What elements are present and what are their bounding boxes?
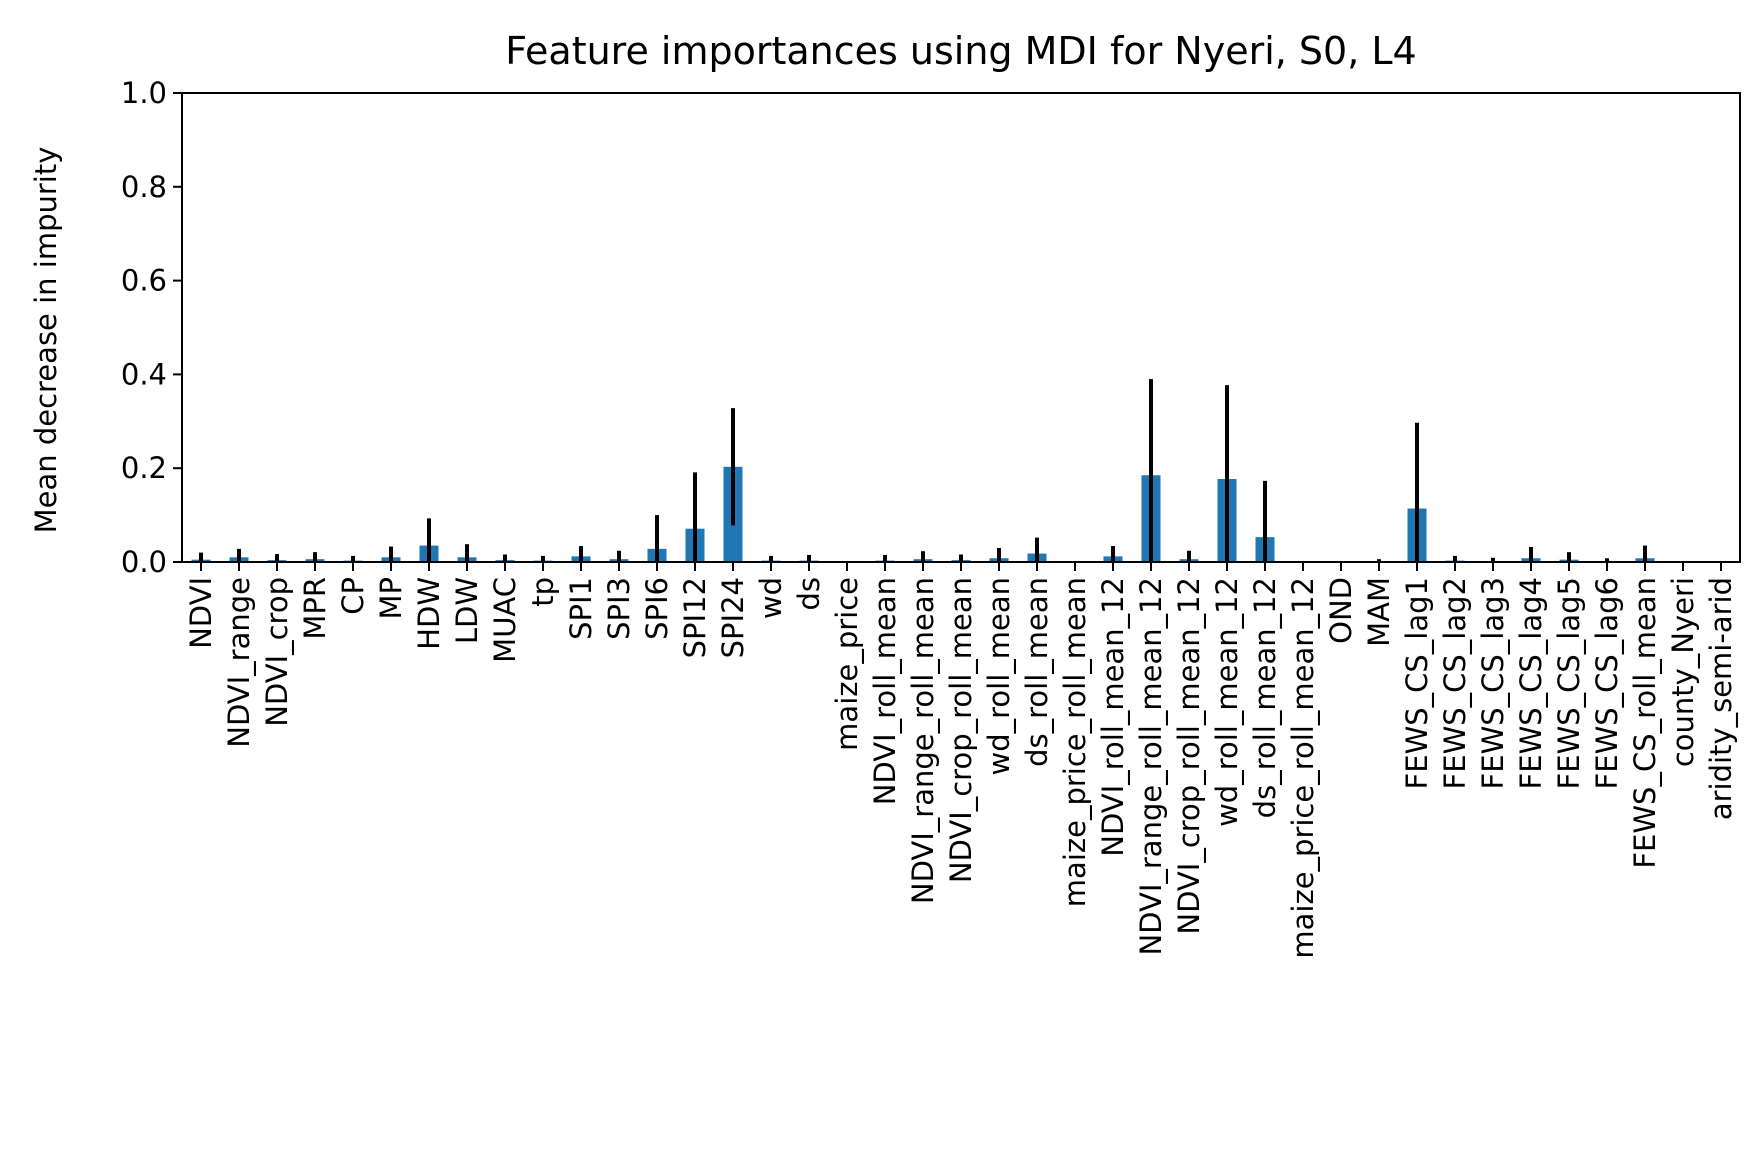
x-tick-label-maize_price_roll_mean: maize_price_roll_mean [1058, 577, 1092, 907]
x-tick-label-NDVI_roll_mean_12: NDVI_roll_mean_12 [1096, 577, 1130, 857]
x-tick-label-ds: ds [792, 577, 826, 611]
x-tick-label-maize_price_roll_mean_12: maize_price_roll_mean_12 [1286, 577, 1320, 959]
x-tick-label-MAM: MAM [1362, 577, 1396, 647]
y-axis: 0.0 0.2 0.4 0.6 0.8 1.0 [121, 76, 182, 579]
x-tick-label-wd_roll_mean_12: wd_roll_mean_12 [1210, 577, 1244, 827]
x-tick-label-NDVI_crop: NDVI_crop [260, 577, 294, 727]
x-tick-label-NDVI: NDVI [184, 577, 218, 649]
x-tick-label-SPI24: SPI24 [716, 577, 750, 658]
x-tick-label-county_Nyeri: county_Nyeri [1666, 577, 1700, 767]
x-tick-label-NDVI_range_roll_mean: NDVI_range_roll_mean [906, 577, 940, 904]
x-tick-label-FEWS_CS_roll_mean: FEWS_CS_roll_mean [1628, 577, 1662, 869]
y-tick-label-1.0: 1.0 [121, 76, 167, 110]
x-tick-label-FEWS_CS_lag3: FEWS_CS_lag3 [1476, 577, 1510, 789]
y-tick-label-0.2: 0.2 [121, 451, 167, 485]
x-tick-label-MPR: MPR [298, 577, 332, 640]
x-tick-label-FEWS_CS_lag1: FEWS_CS_lag1 [1400, 577, 1434, 789]
x-tick-label-wd: wd [754, 577, 788, 619]
x-tick-label-aridity_semi-arid: aridity_semi-arid [1704, 577, 1738, 820]
y-axis-label: Mean decrease in impurity [29, 147, 63, 534]
y-tick-label-0.8: 0.8 [121, 170, 167, 204]
x-tick-label-wd_roll_mean: wd_roll_mean [982, 577, 1016, 776]
x-tick-label-ds_roll_mean: ds_roll_mean [1020, 577, 1054, 767]
error-bars-layer [199, 379, 1647, 562]
x-tick-label-FEWS_CS_lag4: FEWS_CS_lag4 [1514, 577, 1548, 789]
x-tick-label-NDVI_range_roll_mean_12: NDVI_range_roll_mean_12 [1134, 577, 1168, 956]
x-tick-label-FEWS_CS_lag2: FEWS_CS_lag2 [1438, 577, 1472, 789]
x-tick-label-CP: CP [336, 577, 370, 615]
x-tick-label-SPI6: SPI6 [640, 577, 674, 640]
x-tick-label-NDVI_crop_roll_mean_12: NDVI_crop_roll_mean_12 [1172, 577, 1206, 935]
x-tick-label-ds_roll_mean_12: ds_roll_mean_12 [1248, 577, 1282, 818]
x-tick-label-maize_price: maize_price [830, 577, 864, 751]
y-tick-label-0.6: 0.6 [121, 264, 167, 298]
x-tick-label-HDW: HDW [412, 577, 446, 650]
y-tick-label-0.4: 0.4 [121, 357, 167, 391]
x-tick-label-NDVI_range: NDVI_range [222, 577, 256, 748]
x-tick-label-OND: OND [1324, 577, 1358, 644]
x-tick-label-FEWS_CS_lag6: FEWS_CS_lag6 [1590, 577, 1624, 789]
chart-title: Feature importances using MDI for Nyeri,… [505, 29, 1416, 73]
x-tick-label-NDVI_crop_roll_mean: NDVI_crop_roll_mean [944, 577, 978, 883]
bars-layer [191, 466, 1655, 562]
x-tick-label-SPI3: SPI3 [602, 577, 636, 640]
x-tick-label-tp: tp [526, 577, 560, 607]
x-tick-label-SPI1: SPI1 [564, 577, 598, 640]
x-tick-label-FEWS_CS_lag5: FEWS_CS_lag5 [1552, 577, 1586, 789]
x-tick-label-MUAC: MUAC [488, 577, 522, 663]
x-axis: NDVI NDVI_range NDVI_crop MPR CP MP HDW LDW MUAC… [184, 562, 1738, 959]
x-tick-label-NDVI_roll_mean: NDVI_roll_mean [868, 577, 902, 805]
y-tick-label-0.0: 0.0 [121, 545, 167, 579]
x-tick-label-SPI12: SPI12 [678, 577, 712, 658]
x-tick-label-LDW: LDW [450, 577, 484, 644]
x-tick-label-MP: MP [374, 577, 408, 620]
plot-frame [181, 92, 1741, 563]
